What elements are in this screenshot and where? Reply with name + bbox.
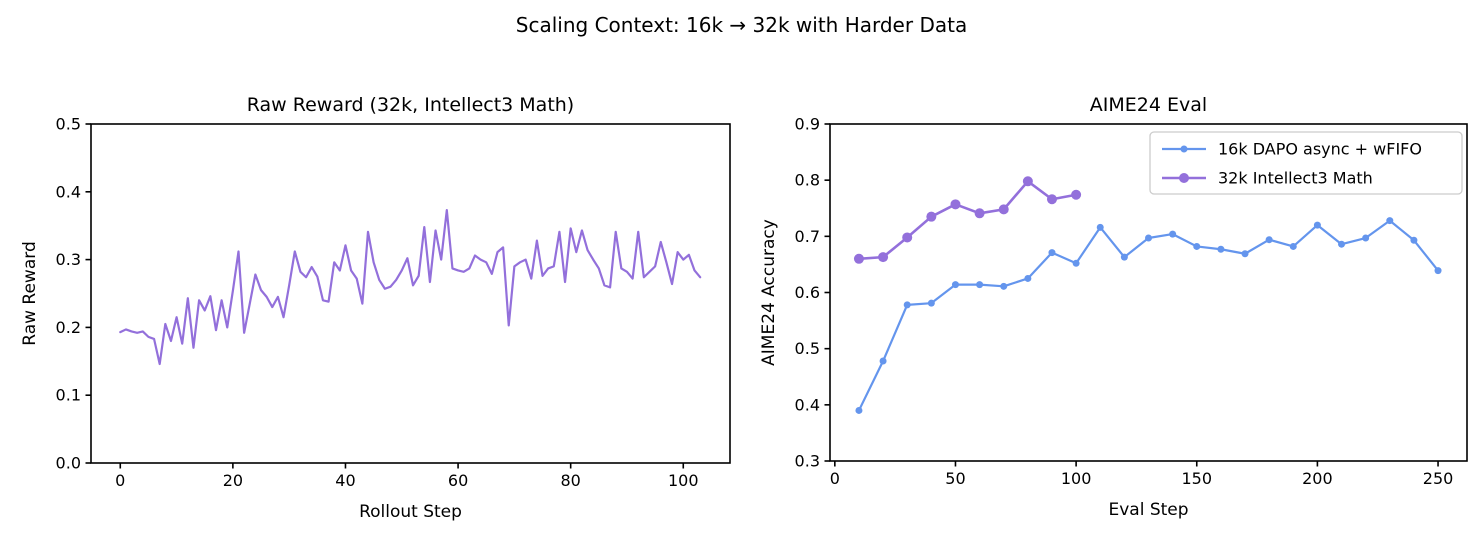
- legend-sample-marker: [1179, 173, 1189, 183]
- data-point-marker: [1362, 234, 1370, 242]
- x-tick-label: 80: [560, 471, 580, 490]
- x-tick-label: 0: [115, 471, 125, 490]
- x-axis-label: Eval Step: [1108, 500, 1188, 520]
- y-tick-label: 0.4: [56, 182, 81, 201]
- data-point-marker: [879, 357, 887, 365]
- y-axis-label: AIME24 Accuracy: [759, 219, 779, 366]
- series-line-1: [857, 179, 1078, 261]
- y-tick-label: 0.2: [56, 318, 81, 337]
- x-tick-label: 100: [1061, 469, 1092, 488]
- axes-box: [90, 123, 731, 464]
- data-point-marker: [1289, 242, 1297, 250]
- data-point-marker: [1265, 236, 1273, 244]
- data-point-marker: [1145, 234, 1152, 242]
- y-tick-label: 0.4: [795, 395, 820, 414]
- data-point-marker: [998, 204, 1009, 215]
- legend-entry-1: 32k Intellect3 Math: [1162, 169, 1373, 188]
- legend-box: [1149, 131, 1463, 195]
- x-tick-label: 100: [668, 471, 699, 490]
- y-tick-label: 0.5: [56, 115, 81, 134]
- x-axis-label: Rollout Step: [359, 502, 462, 522]
- data-point-marker: [1120, 253, 1128, 261]
- y-tick-label: 0.3: [795, 452, 820, 471]
- x-tick-label: 150: [1181, 469, 1212, 488]
- legend-label: 16k DAPO async + wFIFO: [1218, 140, 1422, 159]
- data-point-marker: [853, 253, 864, 264]
- x-tick-label: 250: [1423, 469, 1454, 488]
- data-point-marker: [1410, 236, 1418, 244]
- data-point-marker: [1386, 217, 1394, 225]
- y-tick-label: 0.6: [795, 283, 820, 302]
- data-point-marker: [1046, 194, 1057, 205]
- data-point-marker: [951, 281, 959, 289]
- x-tick-label: 60: [448, 471, 468, 490]
- data-point-marker: [1217, 245, 1225, 253]
- y-tick-label: 0.5: [795, 339, 820, 358]
- legend-sample-marker: [1180, 145, 1188, 153]
- data-point-marker: [903, 301, 911, 309]
- chart-title: AIME24 Eval: [1090, 94, 1207, 116]
- x-tick-label: 20: [223, 471, 243, 490]
- x-tick-label: 200: [1302, 469, 1333, 488]
- chart-title: Raw Reward (32k, Intellect3 Math): [247, 94, 574, 116]
- y-tick-label: 0.8: [795, 171, 820, 190]
- data-point-marker: [1024, 274, 1032, 282]
- data-point-marker: [1241, 250, 1249, 258]
- data-point-marker: [927, 299, 935, 307]
- x-tick-label: 50: [945, 469, 965, 488]
- figure-suptitle: Scaling Context: 16k → 32k with Harder D…: [515, 13, 968, 37]
- data-point-marker: [855, 406, 863, 414]
- data-point-marker: [926, 211, 937, 222]
- data-point-marker: [1022, 176, 1033, 187]
- series-markers-0: [855, 217, 1442, 414]
- series-markers-1: [853, 176, 1082, 264]
- data-point-marker: [1169, 230, 1177, 238]
- legend: 16k DAPO async + wFIFO 32k Intellect3 Mat…: [1149, 131, 1463, 195]
- series-line-0: [857, 219, 1440, 412]
- y-axis-label: Raw Reward: [20, 241, 40, 345]
- data-point-marker: [1071, 189, 1082, 200]
- legend-entry-0: 16k DAPO async + wFIFO: [1162, 140, 1422, 159]
- data-point-marker: [1000, 282, 1008, 290]
- data-point-marker: [1338, 240, 1346, 248]
- legend-label: 32k Intellect3 Math: [1218, 169, 1373, 188]
- data-point-marker: [1072, 259, 1080, 267]
- data-point-marker: [1434, 267, 1442, 275]
- series-line-0: [119, 209, 702, 366]
- data-point-marker: [1193, 242, 1201, 250]
- data-point-marker: [974, 208, 985, 219]
- data-point-marker: [1313, 221, 1321, 229]
- x-tick-label: 0: [830, 469, 840, 488]
- chart-1: 0 50 100 150 200 250 0.3 0.4 0.5 0.6 0.7 0.8 0.9 AIME…: [759, 94, 1468, 520]
- data-point-marker: [976, 281, 984, 289]
- y-tick-label: 0.9: [795, 115, 820, 134]
- y-tick-label: 0.7: [795, 227, 820, 246]
- chart-0: 0 20 40 60 80 100 0.0 0.1 0.2 0.3 0.4 0.5 Raw Reward…: [20, 94, 731, 522]
- y-tick-label: 0.3: [56, 250, 81, 269]
- data-point-marker: [950, 199, 961, 210]
- data-point-marker: [1048, 249, 1056, 257]
- data-point-marker: [1096, 223, 1104, 231]
- y-tick-label: 0.0: [56, 454, 81, 473]
- data-point-marker: [902, 232, 913, 243]
- y-tick-label: 0.1: [56, 386, 81, 405]
- x-tick-label: 40: [335, 471, 355, 490]
- data-point-marker: [878, 252, 889, 263]
